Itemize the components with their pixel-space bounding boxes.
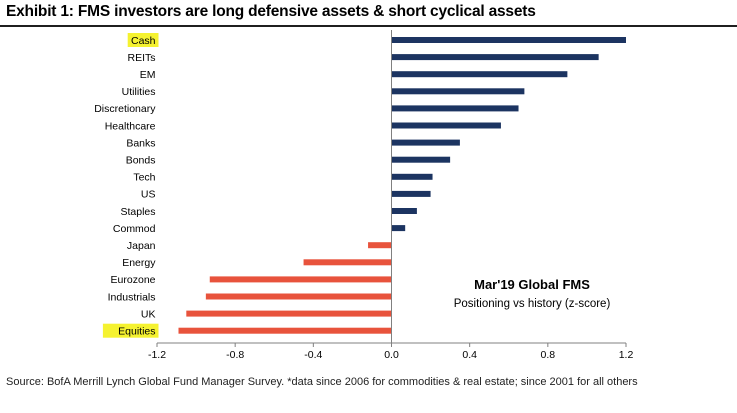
- bar-healthcare: [391, 122, 501, 129]
- category-label-cash: Cash: [131, 35, 156, 47]
- label-highlights: [102, 33, 159, 338]
- bar-equities: [178, 327, 392, 334]
- bar-industrials: [205, 293, 392, 300]
- category-label-em: EM: [140, 69, 156, 81]
- bar-reits: [391, 54, 599, 61]
- bar-utilities: [391, 88, 525, 95]
- bar-japan: [368, 242, 392, 249]
- x-tick-label: -0.4: [304, 349, 322, 361]
- highlight-cash: [127, 33, 159, 47]
- category-label-equities: Equities: [118, 326, 155, 338]
- x-tick-label: 0.0: [384, 349, 399, 361]
- category-label-tech: Tech: [133, 172, 155, 184]
- bar-staples: [391, 208, 417, 214]
- category-label-japan: Japan: [127, 240, 156, 252]
- category-label-discretionary: Discretionary: [94, 103, 156, 115]
- bar-eurozone: [209, 276, 392, 283]
- bar-cash: [391, 37, 626, 43]
- category-labels: Cash REITs EM Utilities Discretionary Healthc…: [94, 35, 156, 338]
- bar-commod: [391, 225, 406, 232]
- x-tick-label: -1.2: [148, 349, 166, 361]
- category-label-energy: Energy: [122, 257, 156, 269]
- source-note: Source: BofA Merrill Lynch Global Fund M…: [6, 376, 638, 388]
- title-divider: [0, 25, 737, 27]
- bar-uk: [186, 310, 392, 317]
- bar-discretionary: [391, 105, 519, 112]
- highlight-equities: [102, 323, 159, 338]
- category-label-utilities: Utilities: [122, 86, 156, 98]
- annotation-title: Mar'19 Global FMS: [474, 277, 590, 292]
- category-label-reits: REITs: [127, 52, 155, 64]
- category-label-us: US: [141, 189, 156, 201]
- category-label-healthcare: Healthcare: [105, 120, 156, 132]
- x-ticks: -1.2 -0.8 -0.4 0.0 0.4 0.8 1.2: [148, 343, 633, 361]
- x-tick-label: 0.4: [462, 349, 477, 361]
- category-label-bonds: Bonds: [126, 155, 156, 167]
- annotation-subtitle: Positioning vs history (z-score): [454, 298, 611, 310]
- bar-tech: [391, 173, 433, 180]
- category-label-industrials: Industrials: [108, 291, 156, 303]
- x-tick-label: -0.8: [226, 349, 244, 361]
- x-tick-label: 0.8: [541, 349, 556, 361]
- bar-energy: [303, 259, 392, 266]
- bar-em: [391, 71, 568, 78]
- chart-title: Exhibit 1: FMS investors are long defens…: [6, 3, 536, 20]
- category-label-commod: Commod: [113, 223, 156, 235]
- bar-us: [391, 190, 431, 197]
- category-label-banks: Banks: [126, 137, 155, 149]
- category-label-eurozone: Eurozone: [111, 274, 156, 286]
- bars: [178, 37, 626, 334]
- category-label-staples: Staples: [120, 206, 155, 218]
- bar-bonds: [391, 156, 451, 163]
- bar-chart: Cash REITs EM Utilities Discretionary Healthc…: [94, 30, 633, 361]
- x-tick-label: 1.2: [619, 349, 634, 361]
- bar-banks: [391, 139, 460, 146]
- category-label-uk: UK: [141, 308, 156, 320]
